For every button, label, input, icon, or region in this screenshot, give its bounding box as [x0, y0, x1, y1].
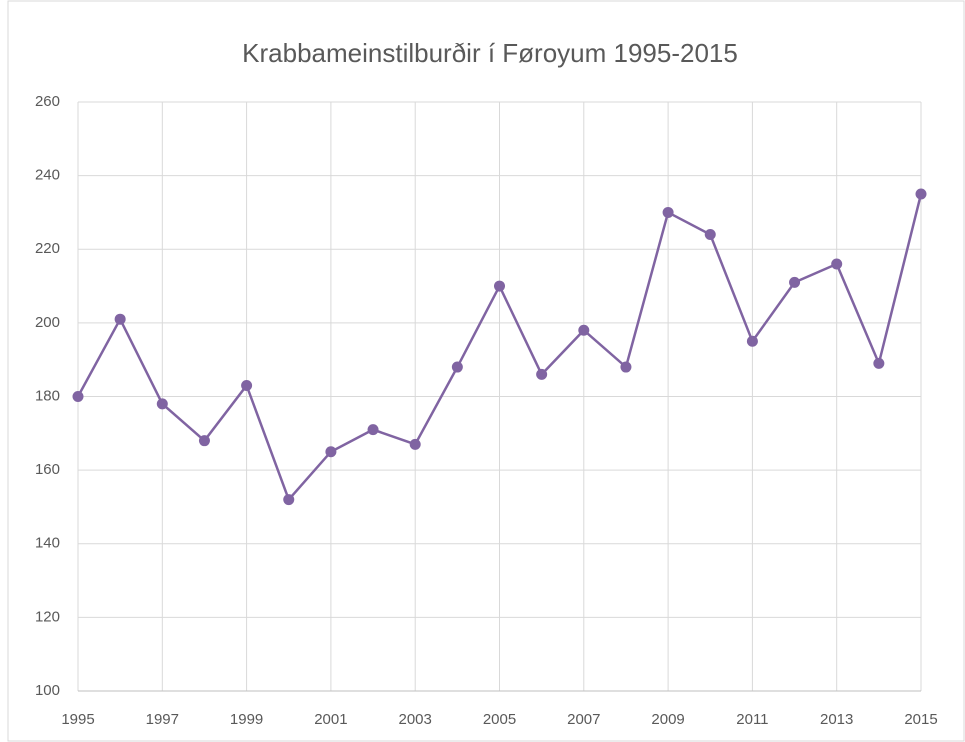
data-point [198, 435, 210, 447]
x-tick-label: 2015 [904, 711, 937, 728]
y-tick-label: 160 [35, 461, 60, 478]
data-point [789, 276, 801, 288]
data-point [72, 391, 84, 402]
data-point [746, 335, 758, 347]
data-point [536, 368, 548, 380]
x-tick-label: 2001 [314, 711, 347, 728]
data-point [409, 438, 421, 450]
data-point [873, 357, 885, 369]
data-point [241, 379, 253, 391]
x-tick-label: 2007 [567, 711, 600, 728]
x-tick-label: 2013 [820, 711, 853, 728]
data-point [620, 361, 632, 373]
x-tick-label: 2009 [651, 711, 684, 728]
data-point [156, 398, 168, 410]
data-point [915, 188, 927, 200]
x-tick-label: 1999 [230, 711, 263, 728]
data-point [662, 206, 674, 218]
data-point [367, 424, 379, 436]
y-tick-label: 200 [35, 314, 60, 331]
y-tick-label: 260 [35, 93, 60, 110]
data-point [451, 361, 463, 373]
data-point [283, 494, 295, 506]
x-tick-label: 1995 [61, 711, 94, 728]
chart-title: Krabbameinstilburðir í Føroyum 1995-2015 [242, 38, 738, 68]
data-point [114, 313, 126, 325]
y-tick-label: 220 [35, 240, 60, 257]
data-point [494, 280, 505, 292]
data-point [831, 258, 843, 270]
data-point [325, 446, 337, 458]
y-tick-label: 120 [35, 608, 60, 625]
y-tick-label: 240 [35, 167, 60, 184]
y-tick-label: 100 [35, 682, 60, 699]
data-point [578, 324, 590, 336]
y-tick-label: 180 [35, 387, 60, 404]
x-tick-label: 1997 [146, 711, 179, 728]
x-tick-label: 2003 [399, 711, 432, 728]
y-tick-label: 140 [35, 535, 60, 552]
x-tick-label: 2005 [483, 711, 516, 728]
chart-border [7, 0, 965, 742]
data-point [704, 229, 716, 241]
x-tick-label: 2011 [736, 711, 768, 728]
